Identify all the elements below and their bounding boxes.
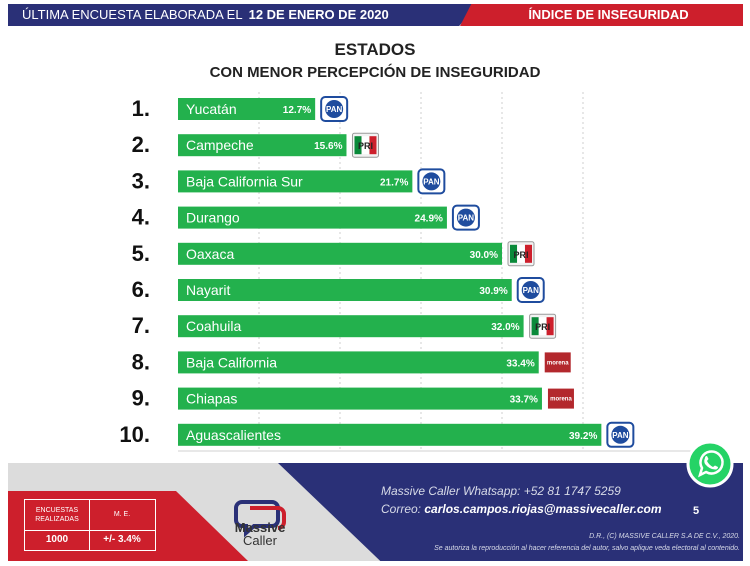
legal-notice: Se autoriza la reproducción al hacer ref… (434, 545, 740, 552)
email-contact: Correo: carlos.campos.riojas@massivecall… (381, 502, 662, 516)
svg-text:PAN: PAN (523, 286, 540, 295)
surveys-value: 1000 (25, 530, 90, 550)
category-label: Oaxaca (186, 246, 234, 262)
morena-party-logo-icon: morena (544, 352, 571, 373)
rank-label: 8. (132, 349, 150, 374)
svg-text:PRI: PRI (535, 322, 550, 332)
svg-text:morena: morena (547, 360, 569, 366)
header-section-banner: ÍNDICE DE INSEGURIDAD (460, 4, 743, 26)
email-prefix: Correo: (381, 502, 422, 516)
bar (178, 423, 602, 446)
brand-name: Massive Caller (215, 521, 305, 547)
whatsapp-icon[interactable] (686, 440, 734, 488)
svg-text:PAN: PAN (326, 105, 343, 114)
category-label: Baja California (186, 354, 277, 370)
survey-label: ÚLTIMA ENCUESTA ELABORADA EL (22, 7, 243, 22)
pri-party-logo-icon: PRI (351, 132, 379, 158)
rank-label: 9. (132, 386, 150, 411)
page-number: 5 (693, 505, 700, 517)
bar (178, 315, 524, 338)
rank-label: 2. (132, 132, 150, 157)
svg-text:PAN: PAN (458, 214, 475, 223)
survey-stats-table: ENCUESTAS REALIZADAS M. E. 1000 +/- 3.4% (24, 499, 156, 551)
value-label: 24.9% (415, 214, 443, 225)
value-label: 30.0% (470, 250, 498, 261)
me-label: M. E. (89, 500, 155, 531)
morena-party-logo-icon: morena (547, 388, 574, 409)
svg-text:PAN: PAN (423, 177, 440, 186)
rank-label: 6. (132, 277, 150, 302)
bar (178, 206, 447, 229)
rank-label: 7. (132, 313, 150, 338)
rank-label: 4. (132, 205, 150, 230)
value-label: 30.9% (479, 286, 507, 297)
category-label: Nayarit (186, 282, 230, 298)
pan-party-logo-icon: PAN (606, 421, 635, 448)
value-label: 12.7% (283, 105, 311, 116)
value-label: 15.6% (314, 141, 342, 152)
bar (178, 134, 347, 157)
svg-text:PRI: PRI (358, 141, 373, 151)
category-label: Baja California Sur (186, 173, 303, 189)
value-label: 39.2% (569, 431, 597, 442)
pri-party-logo-icon: PRI (507, 241, 535, 267)
rank-label: 1. (132, 96, 150, 121)
bar (178, 387, 542, 410)
category-label: Yucatán (186, 101, 237, 117)
bar (178, 351, 539, 374)
category-label: Aguascalientes (186, 427, 281, 443)
brand-name-sub: Caller (243, 533, 277, 548)
pan-party-logo-icon: PAN (417, 168, 446, 195)
header-survey-banner: ÚLTIMA ENCUESTA ELABORADA EL 12 DE ENERO … (8, 4, 478, 26)
value-label: 33.4% (506, 358, 534, 369)
brand-name-main: Massive (234, 520, 286, 535)
chart-title: ESTADOS (334, 40, 416, 59)
rank-label: 5. (132, 241, 150, 266)
whatsapp-contact: Massive Caller Whatsapp: +52 81 1747 525… (381, 484, 621, 498)
rank-label: 10. (119, 422, 150, 447)
pan-party-logo-icon: PAN (320, 96, 349, 122)
bar (178, 242, 502, 265)
me-value: +/- 3.4% (103, 534, 141, 545)
value-label: 32.0% (491, 322, 519, 333)
survey-date: 12 DE ENERO DE 2020 (248, 7, 389, 22)
massive-caller-logo-icon (234, 500, 286, 538)
category-label: Coahuila (186, 318, 241, 334)
bar (178, 170, 413, 193)
pan-party-logo-icon: PAN (451, 204, 480, 231)
bar (178, 98, 316, 120)
value-label: 33.7% (510, 395, 538, 406)
svg-text:PAN: PAN (612, 431, 629, 440)
chart-subtitle: CON MENOR PERCEPCIÓN DE INSEGURIDAD (209, 64, 541, 81)
email-address[interactable]: carlos.campos.riojas@massivecaller.com (424, 502, 662, 516)
category-label: Campeche (186, 137, 254, 153)
category-label: Chiapas (186, 391, 237, 407)
surveys-label: ENCUESTAS REALIZADAS (25, 500, 90, 531)
rank-label: 3. (132, 168, 150, 193)
bar-chart: 1. Yucatán 12.7% PAN 2. Campeche 15.6% PRI 3. Baj… (119, 92, 700, 452)
bar (178, 279, 512, 301)
svg-text:morena: morena (550, 397, 572, 403)
legal-copyright: D.R., (C) MASSIVE CALLER S.A DE C.V., 20… (589, 533, 740, 540)
svg-text:PRI: PRI (513, 250, 528, 260)
value-label: 21.7% (380, 177, 408, 188)
pan-party-logo-icon: PAN (516, 277, 545, 303)
pri-party-logo-icon: PRI (529, 313, 557, 339)
category-label: Durango (186, 210, 240, 226)
footer (0, 463, 750, 566)
